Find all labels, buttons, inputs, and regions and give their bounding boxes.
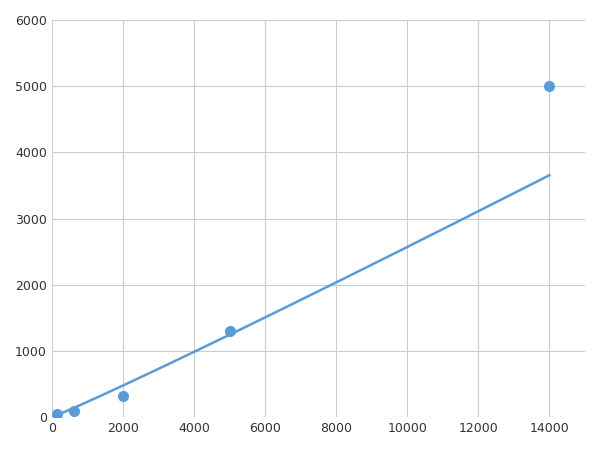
- Point: [53, 410, 62, 418]
- Point: [225, 328, 235, 335]
- Point: [69, 407, 79, 414]
- Point: [118, 393, 128, 400]
- Point: [545, 83, 554, 90]
